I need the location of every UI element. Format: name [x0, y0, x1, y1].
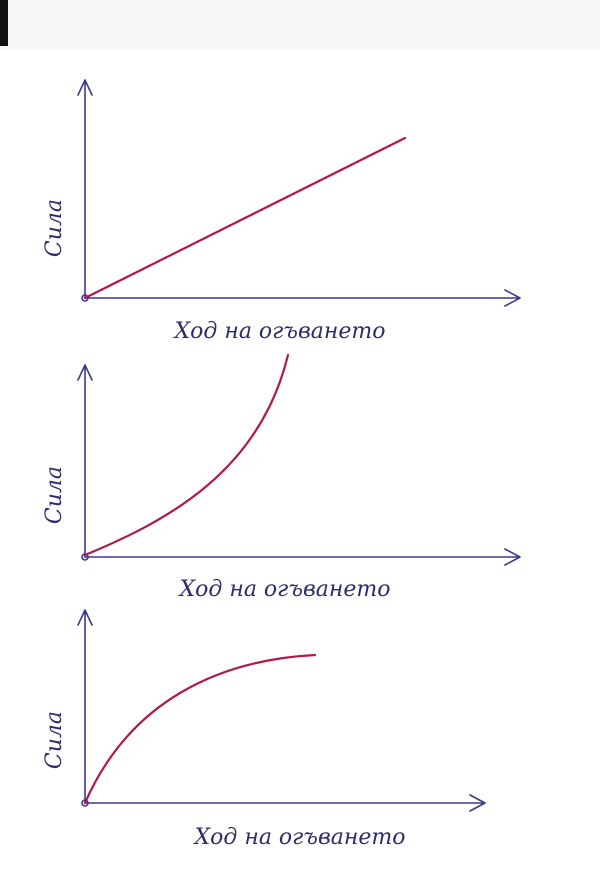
x-label: Ход на огъването: [177, 577, 390, 602]
x-axis: [84, 548, 521, 566]
x-axis: [84, 289, 521, 307]
y-label: Сила: [42, 466, 67, 524]
y-axis: [77, 79, 93, 299]
y-label: Сила: [42, 711, 67, 769]
scan-edge: [0, 0, 600, 50]
scan-edge-mark: [0, 0, 8, 46]
origin: [81, 799, 89, 807]
x-label: Ход на огъването: [192, 825, 405, 850]
paper: [0, 50, 600, 869]
y-label: Сила: [42, 199, 67, 257]
curve: [83, 353, 290, 557]
y-axis: [77, 364, 93, 558]
y-axis: [77, 609, 93, 804]
x-label: Ход на огъването: [172, 319, 385, 344]
sketch-chart: Сила Ход на огъването: [42, 353, 521, 602]
origin: [81, 294, 89, 302]
curve: [83, 136, 407, 300]
curve: [83, 653, 317, 805]
sketch-chart: Сила Ход на огъването: [42, 79, 521, 344]
sketch-chart: Сила Ход на огъването: [42, 609, 486, 850]
x-axis: [84, 794, 486, 812]
